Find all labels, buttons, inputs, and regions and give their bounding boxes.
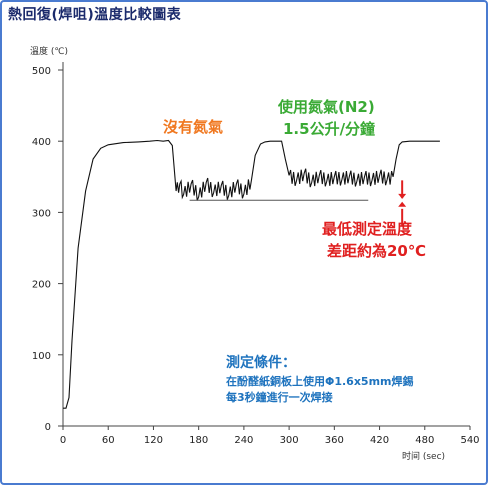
annotation-nitrogen-flow: 1.5公升/分鐘 xyxy=(283,120,376,138)
y-tick-label: 500 xyxy=(32,66,51,77)
y-tick-label: 100 xyxy=(32,351,51,362)
x-tick-label: 240 xyxy=(234,435,253,446)
x-tick-label: 480 xyxy=(415,435,434,446)
x-tick-label: 360 xyxy=(325,435,344,446)
chart-title: 熱回復(焊咀)溫度比較圖表 xyxy=(8,7,182,23)
difference-arrow-head xyxy=(398,193,407,199)
x-tick-label: 180 xyxy=(189,435,208,446)
annotation-temp-diff: 差距約為20℃ xyxy=(327,242,427,260)
y-axis-label: 溫度 (℃) xyxy=(30,47,68,57)
conditions-title: 測定條件： xyxy=(226,355,296,371)
x-tick-label: 0 xyxy=(60,435,66,446)
temperature-series-line xyxy=(63,139,440,409)
annotation-min-temp: 最低測定溫度 xyxy=(322,220,413,238)
x-tick-label: 540 xyxy=(460,435,479,446)
y-tick-label: 200 xyxy=(32,280,51,291)
conditions-line-1: 在酚醛紙銅板上使用Φ1.6x5mm焊錫 xyxy=(226,375,414,388)
y-tick-label: 400 xyxy=(32,137,51,148)
difference-arrow-head-lower xyxy=(398,201,407,207)
annotation-nitrogen-label: 使用氮氣(N2) xyxy=(278,98,375,116)
annotation-no-nitrogen: 沒有氮氣 xyxy=(163,118,224,136)
y-tick-label: 0 xyxy=(45,422,51,433)
x-tick-label: 300 xyxy=(280,435,299,446)
x-tick-label: 60 xyxy=(102,435,115,446)
conditions-line-2: 每3秒鐘進行一次焊接 xyxy=(226,391,333,404)
x-tick-label: 420 xyxy=(370,435,389,446)
y-tick-label: 300 xyxy=(32,208,51,219)
x-axis-label: 时间 (sec) xyxy=(402,452,446,462)
x-tick-label: 120 xyxy=(144,435,163,446)
